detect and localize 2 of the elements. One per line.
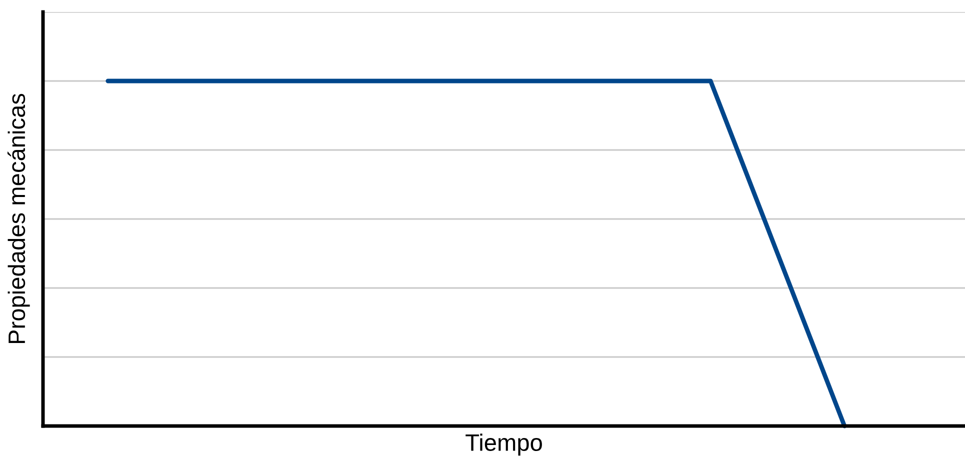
x-axis-title: Tiempo: [466, 434, 542, 456]
y-axis-title: Propiedades mecánicas: [8, 94, 30, 344]
